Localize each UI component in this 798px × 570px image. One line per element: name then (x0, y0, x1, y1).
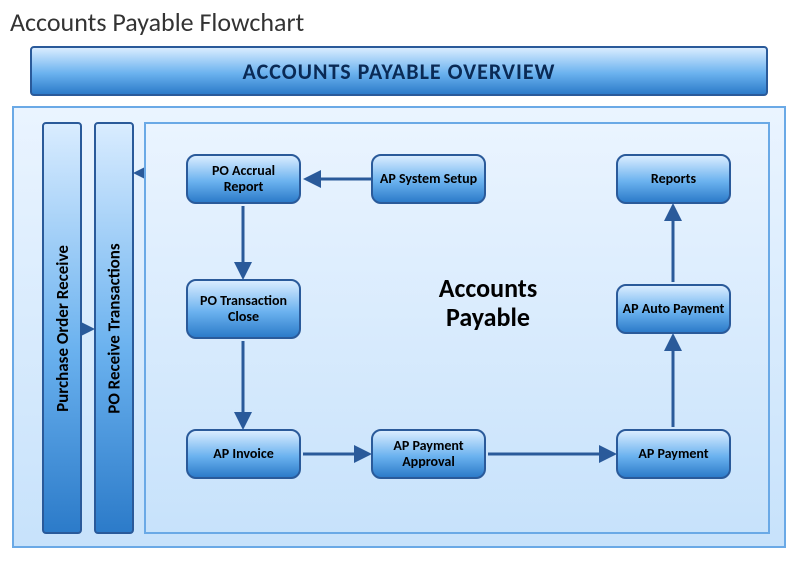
node-ap-invoice: AP Invoice (186, 429, 301, 479)
center-label: Accounts Payable (398, 274, 578, 331)
node-po-close: PO Transaction Close (186, 279, 301, 339)
node-po-accrual: PO Accrual Report (186, 154, 301, 204)
vbar-po-trans: PO Receive Transactions (94, 122, 134, 534)
inner-panel: Accounts Payable PO Accrual Report AP Sys… (144, 122, 770, 534)
vbar-po-receive: Purchase Order Receive (42, 122, 82, 534)
page-title: Accounts Payable Flowchart (0, 0, 798, 46)
node-ap-payment: AP Payment (616, 429, 731, 479)
overview-banner-text: ACCOUNTS PAYABLE OVERVIEW (243, 58, 556, 85)
node-ap-setup: AP System Setup (371, 154, 486, 204)
node-ap-auto-pay: AP Auto Payment (616, 284, 731, 334)
vbar-label-po-receive: Purchase Order Receive (52, 245, 73, 412)
node-reports: Reports (616, 154, 731, 204)
node-ap-approval: AP Payment Approval (371, 429, 486, 479)
overview-banner: ACCOUNTS PAYABLE OVERVIEW (30, 46, 768, 96)
outer-panel: Accounts Payable PO Accrual Report AP Sys… (12, 106, 786, 548)
vbar-label-po-trans: PO Receive Transactions (104, 243, 125, 413)
